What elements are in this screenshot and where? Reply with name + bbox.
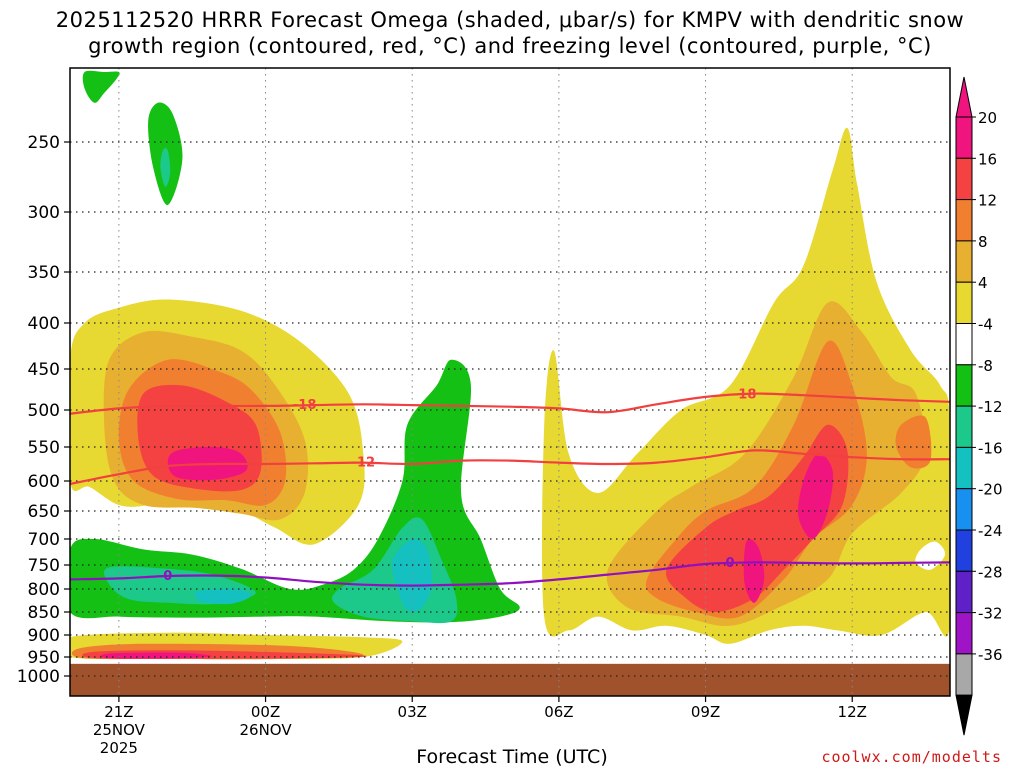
omega-region-right-5 <box>797 453 834 540</box>
x-tick-label-03Z-0: 03Z <box>398 703 427 721</box>
y-tick-label-600: 600 <box>28 472 60 492</box>
colorbar-top-arrow <box>955 76 973 118</box>
y-tick-label-700: 700 <box>28 530 60 550</box>
x-tick-label-21Z-0: 21Z <box>104 703 133 721</box>
x-tick-label-06Z-0: 06Z <box>544 703 573 721</box>
contour-line-2 <box>70 561 950 587</box>
y-tick-label-250: 250 <box>28 133 60 153</box>
credit-text: coolwx.com/modelts <box>821 748 1002 766</box>
contour-label-2: -12 <box>352 456 376 471</box>
omega-region-9 <box>392 538 432 612</box>
ground-surface <box>70 663 950 696</box>
colorbar-label-9: -20 <box>978 481 1003 499</box>
contour-line-0 <box>70 392 950 415</box>
chart-title-line2: growth region (contoured, red, °C) and f… <box>88 34 932 58</box>
omega-region-7 <box>194 588 251 605</box>
colorbar-swatch-8 <box>955 446 973 490</box>
colorbar-label-3: 8 <box>978 233 988 251</box>
y-tick-label-400: 400 <box>28 314 60 334</box>
x-tick-label-09Z-0: 09Z <box>691 703 720 721</box>
colorbar-swatch-13 <box>955 653 973 696</box>
y-tick-label-450: 450 <box>28 360 60 380</box>
omega-region-right-3 <box>665 424 849 612</box>
colorbar-swatch-6 <box>955 364 973 407</box>
x-tick-label-21Z-1: 25NOV <box>93 721 146 739</box>
colorbar-label-13: -36 <box>978 646 1003 664</box>
y-tick-label-800: 800 <box>28 580 60 600</box>
omega-region-right-6 <box>895 415 932 469</box>
colorbar-swatch-10 <box>955 529 973 572</box>
colorbar-label-1: 16 <box>978 150 997 168</box>
colorbar-swatch-4 <box>955 281 973 325</box>
omega-lowlevel-band-3 <box>100 652 212 659</box>
contour-line-1 <box>70 449 950 486</box>
contour-label-0: -18 <box>293 398 317 413</box>
y-tick-label-850: 850 <box>28 603 60 623</box>
colorbar-swatch-0 <box>955 116 973 159</box>
colorbar-label-11: -28 <box>978 563 1003 581</box>
colorbar-label-10: -24 <box>978 522 1003 540</box>
colorbar-swatch-5 <box>955 323 973 366</box>
y-tick-label-750: 750 <box>28 556 60 576</box>
x-tick-label-12Z-0: 12Z <box>838 703 867 721</box>
colorbar-swatch-9 <box>955 488 973 531</box>
x-tick-label-00Z-0: 00Z <box>251 703 280 721</box>
omega-region-10 <box>82 70 120 103</box>
plot-frame <box>69 67 951 697</box>
chart-title-line1: 2025112520 HRRR Forecast Omega (shaded, … <box>55 8 965 32</box>
contour-label-3: 0 <box>163 569 172 584</box>
x-axis-label: Forecast Time (UTC) <box>416 746 608 768</box>
y-tick-label-1000: 1000 <box>17 667 60 687</box>
contour-label-1: -18 <box>733 387 757 402</box>
colorbar-swatch-7 <box>955 405 973 448</box>
y-tick-label-350: 350 <box>28 263 60 283</box>
x-tick-label-21Z-2: 2025 <box>100 739 138 757</box>
colorbar-swatch-12 <box>955 612 973 655</box>
colorbar-label-12: -32 <box>978 605 1003 623</box>
omega-region-12 <box>160 147 171 187</box>
colorbar-swatch-11 <box>955 570 973 614</box>
colorbar-label-6: -8 <box>978 357 993 375</box>
contour-label-4: 0 <box>725 556 734 571</box>
x-tick-label-00Z-1: 26NOV <box>239 721 292 739</box>
y-tick-label-500: 500 <box>28 401 60 421</box>
y-tick-label-550: 550 <box>28 438 60 458</box>
y-tick-label-650: 650 <box>28 502 60 522</box>
colorbar-swatch-3 <box>955 240 973 283</box>
colorbar-swatch-2 <box>955 199 973 242</box>
colorbar-label-8: -16 <box>978 439 1003 457</box>
omega-region-right-4 <box>743 539 765 603</box>
colorbar-label-5: -4 <box>978 316 993 334</box>
colorbar-label-7: -12 <box>978 398 1003 416</box>
colorbar-bottom-arrow <box>955 694 973 736</box>
y-tick-label-900: 900 <box>28 626 60 646</box>
colorbar-label-4: 4 <box>978 274 988 292</box>
colorbar-label-2: 12 <box>978 192 997 210</box>
colorbar-swatch-1 <box>955 157 973 201</box>
y-tick-label-300: 300 <box>28 203 60 223</box>
y-tick-label-950: 950 <box>28 648 60 668</box>
colorbar-label-0: 20 <box>978 109 997 127</box>
